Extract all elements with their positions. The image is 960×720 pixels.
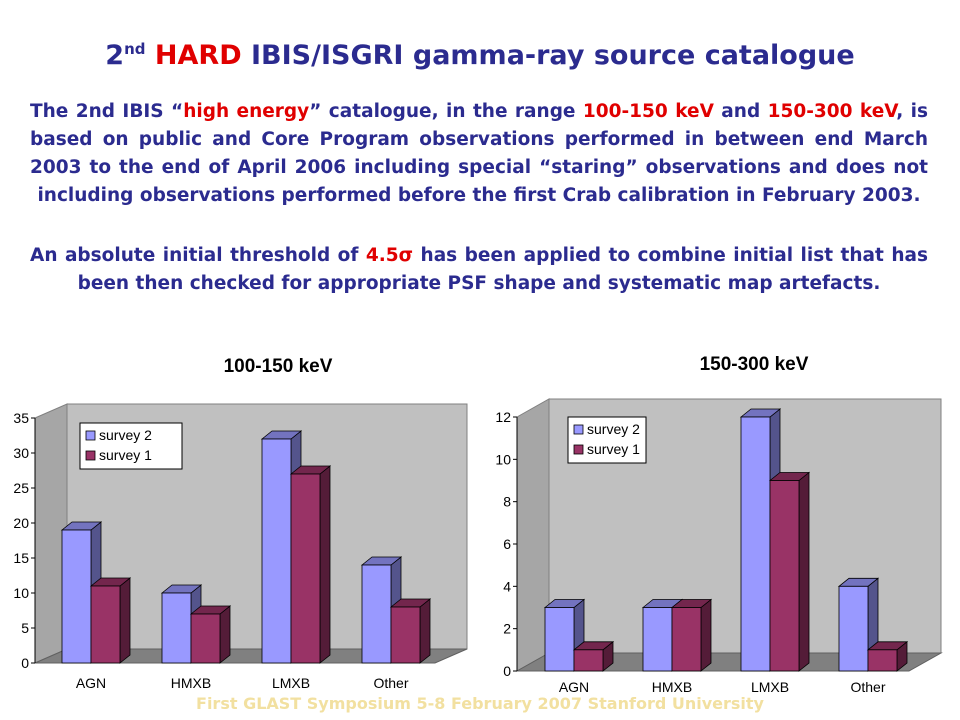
- para1-text-3: and: [713, 101, 768, 122]
- bar-other-survey-1: [390, 606, 421, 664]
- x-tick-label: HMXB: [652, 679, 692, 695]
- legend-box: [79, 422, 183, 470]
- legend-label: survey 2: [99, 427, 152, 443]
- para1-highlight-high-energy: high energy: [183, 101, 310, 122]
- y-tick-label: 4: [503, 578, 511, 594]
- x-tick-label: AGN: [76, 675, 106, 691]
- bar-side: [119, 577, 131, 664]
- bar-lmxb-survey-1: [769, 480, 800, 672]
- title-superscript: nd: [124, 40, 146, 58]
- x-tick-label: Other: [373, 675, 408, 691]
- bar-hmxb-survey-2: [161, 592, 192, 664]
- legend-swatch: [85, 450, 96, 461]
- bar-side: [798, 471, 810, 672]
- y-tick-label: 0: [503, 663, 511, 679]
- legend-label: survey 1: [99, 447, 152, 463]
- y-tick-label: 8: [503, 494, 511, 510]
- y-tick-label: 5: [21, 620, 29, 636]
- bar-lmxb-survey-2: [261, 438, 292, 664]
- para2-text-2: has been applied to combine initial list…: [77, 245, 928, 294]
- paragraph-catalogue: The 2nd IBIS “high energy” catalogue, in…: [30, 98, 928, 210]
- bar-agn-survey-1: [90, 585, 121, 664]
- bar-hmxb-survey-1: [190, 613, 221, 664]
- y-tick-label: 30: [13, 445, 29, 461]
- y-tick-label: 35: [13, 410, 29, 426]
- chart-title: 100-150 keV: [224, 356, 333, 377]
- bar-lmxb-survey-2: [740, 416, 771, 672]
- x-tick-label: AGN: [559, 679, 589, 695]
- x-tick-label: LMXB: [272, 675, 310, 691]
- bar-side: [219, 605, 231, 664]
- legend-swatch: [85, 430, 96, 441]
- chart-100-150-kev: 0 5 10 15 20 25 30 35 100-150 keV AGN HMXB LMXB Othe…: [13, 356, 468, 691]
- bar-side: [319, 465, 331, 664]
- bar-agn-survey-2: [544, 607, 575, 672]
- y-tick-label: 12: [495, 409, 511, 425]
- legend-label: survey 1: [587, 441, 640, 457]
- chart-150-300-kev: 0 2 4 6 8 10 12 150-300 keV AGN HMXB LMXB Other surv…: [495, 354, 943, 695]
- y-tick-label: 25: [13, 480, 29, 496]
- bar-side: [700, 598, 712, 672]
- bar-lmxb-survey-1: [290, 473, 321, 664]
- page-title: 2nd HARD IBIS/ISGRI gamma-ray source cat…: [0, 40, 960, 71]
- x-tick-label: HMXB: [171, 675, 211, 691]
- bar-agn-survey-1: [573, 649, 604, 672]
- bar-side: [419, 598, 431, 664]
- chart-side-wall: [516, 398, 550, 672]
- bar-other-survey-1: [867, 649, 898, 672]
- legend-label: survey 2: [587, 421, 640, 437]
- title-hard: HARD: [154, 40, 242, 71]
- bar-other-survey-2: [361, 564, 392, 664]
- y-tick-label: 15: [13, 550, 29, 566]
- bar-hmxb-survey-1: [671, 607, 702, 672]
- bar-other-survey-2: [838, 585, 869, 672]
- y-tick-label: 0: [21, 655, 29, 671]
- title-number: 2: [105, 40, 125, 71]
- legend-swatch: [573, 444, 584, 455]
- para1-text-1: The 2nd IBIS “: [30, 101, 184, 122]
- y-tick-label: 2: [503, 621, 511, 637]
- paragraph-threshold: An absolute initial threshold of 4.5σ ha…: [30, 242, 928, 298]
- footer: First GLAST Symposium 5-8 February 2007 …: [196, 694, 764, 713]
- x-tick-label: Other: [850, 679, 885, 695]
- y-tick-label: 20: [13, 515, 29, 531]
- para2-highlight-sigma: 4.5σ: [365, 245, 414, 266]
- legend-swatch: [573, 424, 584, 435]
- para1-text-4: , is based on public and Core Program ob…: [30, 101, 929, 206]
- y-tick-label: 10: [13, 585, 29, 601]
- title-rest: IBIS/ISGRI gamma-ray source catalogue: [241, 40, 855, 71]
- para1-highlight-range2: 150-300 keV: [767, 101, 897, 122]
- para1-highlight-range1: 100-150 keV: [582, 101, 714, 122]
- y-tick-label: 10: [495, 451, 511, 467]
- para1-text-2: ” catalogue, in the range: [309, 101, 583, 122]
- bar-hmxb-survey-2: [642, 607, 673, 672]
- bar-agn-survey-2: [61, 529, 92, 664]
- x-tick-label: LMXB: [751, 679, 789, 695]
- y-tick-label: 6: [503, 536, 511, 552]
- para2-text-1: An absolute initial threshold of: [30, 245, 366, 266]
- chart-title: 150-300 keV: [700, 354, 809, 375]
